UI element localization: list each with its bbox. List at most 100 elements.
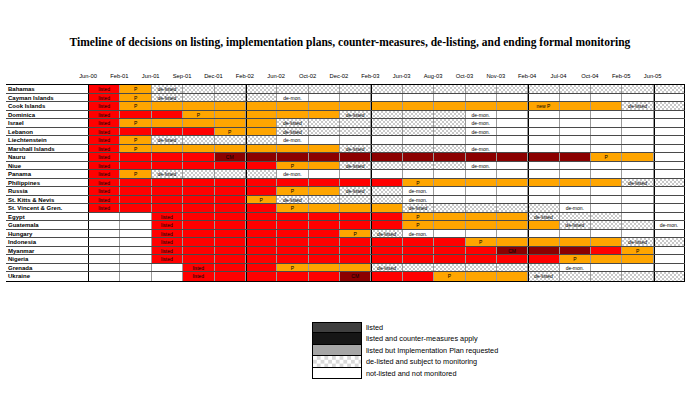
timeline-cell — [371, 170, 402, 178]
timeline-cell — [309, 170, 340, 178]
timeline-row: LebanonlistedPde-listedde-mon. — [6, 128, 685, 137]
timeline-cell — [466, 272, 497, 281]
timeline-cell — [371, 221, 402, 229]
timeline-cell: listed — [89, 111, 120, 119]
month-label: Dec-02 — [330, 73, 349, 79]
timeline-cell: listed — [89, 94, 120, 102]
timeline-cell — [591, 119, 622, 127]
timeline-cell — [654, 187, 684, 195]
timeline-cell — [183, 179, 214, 187]
timeline-cell: de-listed — [622, 238, 653, 246]
timeline-cell — [371, 179, 402, 187]
timeline-cell — [215, 179, 246, 187]
timeline-cell — [340, 85, 371, 93]
month-label: Feb-02 — [236, 73, 254, 79]
timeline-cell — [309, 94, 340, 102]
timeline-cell — [497, 162, 528, 170]
timeline-cell — [371, 196, 402, 204]
timeline-cell — [622, 153, 653, 161]
timeline-cell — [622, 213, 653, 221]
timeline-cell — [215, 162, 246, 170]
timeline-cell — [528, 204, 559, 212]
timeline-cell — [434, 204, 465, 212]
timeline-cell — [309, 238, 340, 246]
timeline-cell — [528, 119, 559, 127]
timeline-cell — [183, 230, 214, 238]
timeline-cell — [497, 111, 528, 119]
timeline-cell — [497, 179, 528, 187]
timeline-cell — [591, 136, 622, 144]
timeline-cell — [497, 102, 528, 110]
timeline-cell: de-listed — [622, 179, 653, 187]
row-cells: listedPde-listed — [88, 179, 685, 187]
month-label: Feb-03 — [361, 73, 379, 79]
timeline-cell — [403, 170, 434, 178]
timeline-cell — [654, 85, 684, 93]
row-cells: listedCMPde-listed — [88, 272, 685, 281]
timeline-cell — [183, 204, 214, 212]
timeline-cell — [560, 85, 591, 93]
month-label: Feb-04 — [518, 73, 536, 79]
timeline-row: NiuelistedPde-listedde-mon. — [6, 162, 685, 171]
timeline-cell — [309, 102, 340, 110]
timeline-cell — [560, 213, 591, 221]
timeline-cell: P — [120, 136, 151, 144]
timeline-cell — [309, 179, 340, 187]
timeline-cell — [497, 128, 528, 136]
month-label: Oct-02 — [299, 73, 316, 79]
timeline-cell — [434, 153, 465, 161]
timeline-cell: P — [622, 247, 653, 255]
legend-item: listed and counter-measures apply — [312, 333, 498, 344]
timeline-cell — [246, 247, 277, 255]
row-label: Cook Islands — [6, 102, 88, 110]
timeline-cell: listed — [89, 145, 120, 153]
timeline-cell — [622, 170, 653, 178]
timeline-cell — [340, 136, 371, 144]
timeline-cell — [403, 128, 434, 136]
timeline-cell — [120, 238, 151, 246]
timeline-row: LiechtensteinlistedPde-listedde-mon. — [6, 136, 685, 145]
timeline-cell — [654, 272, 684, 281]
timeline-cell — [434, 187, 465, 195]
timeline-cell — [654, 238, 684, 246]
timeline-cell — [309, 230, 340, 238]
timeline-cell — [622, 94, 653, 102]
timeline-cell — [309, 85, 340, 93]
timeline-cell: listed — [152, 221, 183, 229]
timeline-cell — [528, 85, 559, 93]
timeline-cell — [371, 111, 402, 119]
timeline-cell — [466, 230, 497, 238]
timeline-cell: P — [403, 179, 434, 187]
timeline-cell: de-listed — [528, 272, 559, 281]
timeline-cell — [120, 111, 151, 119]
timeline-cell: P — [120, 145, 151, 153]
timeline-cell — [246, 204, 277, 212]
timeline-cell: listed — [89, 153, 120, 161]
timeline-cell: CM — [215, 153, 246, 161]
timeline-cell — [277, 179, 308, 187]
legend-label: de-listed and subject to monitoring — [362, 356, 477, 367]
timeline-cell — [591, 196, 622, 204]
timeline-cell — [371, 153, 402, 161]
timeline-row: DominicalistedPde-listedde-mon. — [6, 111, 685, 120]
timeline-cell — [528, 196, 559, 204]
timeline-cell — [654, 102, 684, 110]
timeline-cell — [466, 102, 497, 110]
row-label: Cayman Islands — [6, 94, 88, 102]
timeline-cell: listed — [89, 204, 120, 212]
timeline-cell — [560, 238, 591, 246]
timeline-cell — [591, 102, 622, 110]
timeline-cell — [591, 230, 622, 238]
row-cells: listedPde-listedde-mon. — [88, 264, 685, 272]
timeline-cell — [560, 145, 591, 153]
timeline-cell — [497, 187, 528, 195]
timeline-row: PhilippineslistedPde-listed — [6, 179, 685, 188]
timeline-cell: de-listed — [560, 221, 591, 229]
timeline-row: NigerialistedP — [6, 255, 685, 264]
timeline-cell — [654, 162, 684, 170]
timeline-row: GuatemalalistedPde-listedde-mon. — [6, 221, 685, 230]
month-label: Sep-01 — [173, 73, 192, 79]
timeline-cell — [183, 162, 214, 170]
timeline-cell — [246, 94, 277, 102]
row-label: Grenada — [6, 264, 88, 272]
